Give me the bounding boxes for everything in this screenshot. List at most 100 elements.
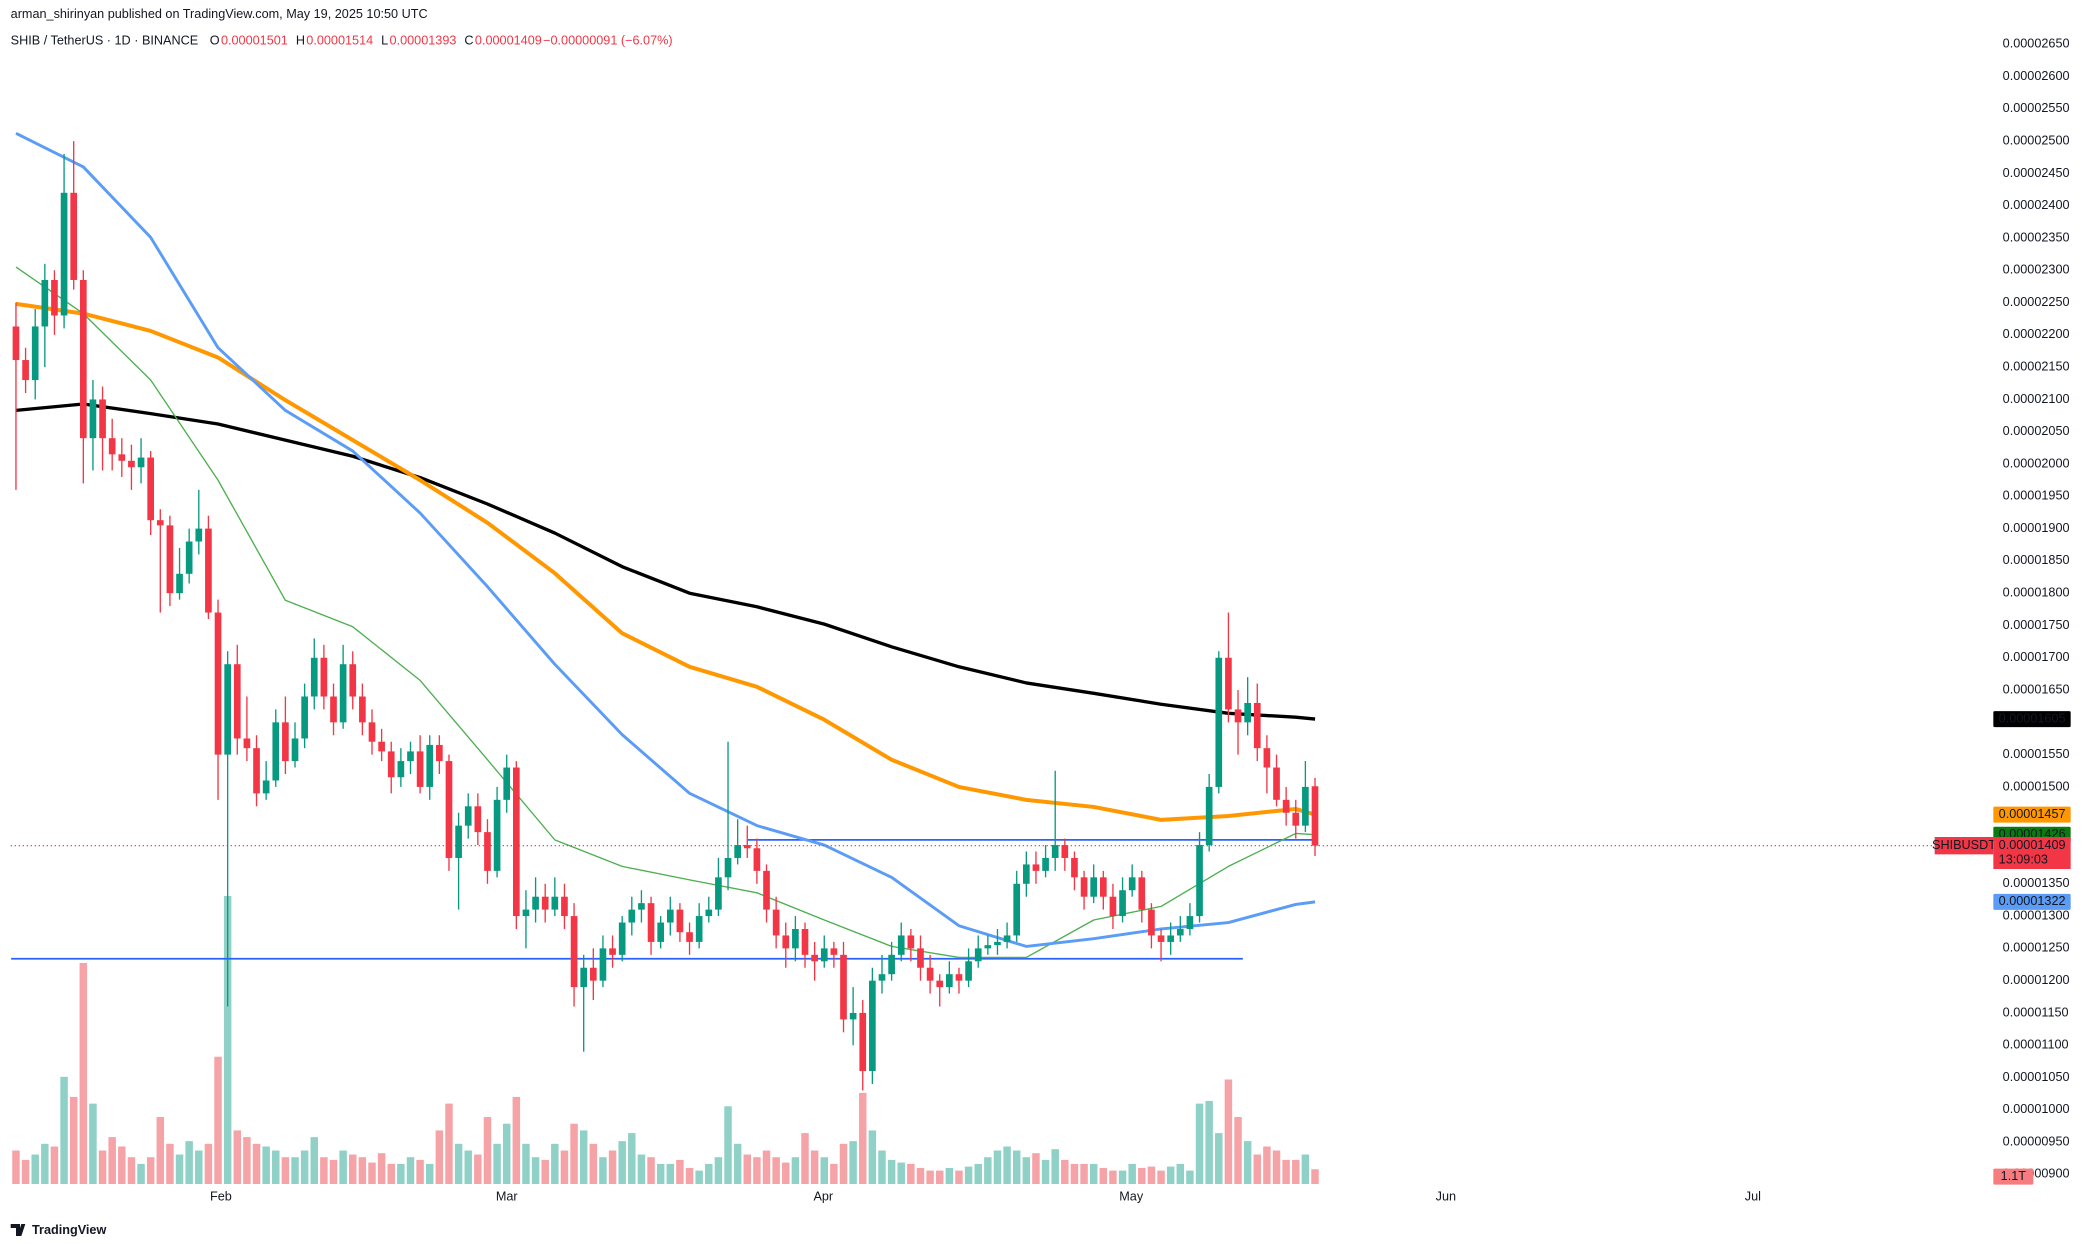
y-tick-label: 0.00001050 (2003, 1070, 2070, 1084)
candle-body (907, 935, 915, 949)
volume-bar (300, 1150, 309, 1184)
candle-body (609, 948, 616, 955)
volume-bar (204, 1143, 213, 1184)
candle-body (387, 751, 395, 778)
y-tick-label: 0.00001900 (2003, 521, 2070, 535)
candle-body (1282, 799, 1290, 813)
volume-bar (974, 1163, 982, 1184)
volume-label-box (1993, 1168, 2034, 1185)
logo-icon (10, 1224, 26, 1236)
candle-body (1138, 877, 1146, 910)
volume-bar (801, 1133, 809, 1184)
volume-bar (50, 1146, 59, 1184)
candle-body (368, 722, 376, 742)
candle-body (743, 845, 751, 849)
candle-body (1292, 812, 1300, 826)
candle-body (849, 1012, 857, 1020)
candle-body (503, 767, 511, 800)
volume-bar (1080, 1163, 1088, 1184)
volume-bar (60, 1076, 68, 1184)
candle-body (291, 738, 299, 762)
candle-body (792, 928, 799, 949)
candle-body (1128, 877, 1136, 891)
candle-body (397, 761, 405, 778)
candle-body (1205, 786, 1213, 846)
volume-bar (810, 1150, 819, 1184)
volume-bar (1186, 1170, 1194, 1184)
candle-body (1119, 890, 1126, 917)
price-label-box (1993, 893, 2071, 910)
y-tick-label: 0.00002600 (2003, 69, 2070, 83)
candle-body (1061, 845, 1069, 858)
legend-label: L (381, 34, 388, 48)
candle-body (657, 922, 665, 942)
candle-body (1196, 845, 1203, 917)
volume-bar (935, 1170, 944, 1184)
volume-bar (637, 1154, 646, 1184)
y-tick-label: 0.00001350 (2003, 876, 2070, 890)
legend-value: 0.00001514 (306, 34, 373, 48)
volume-bar (137, 1163, 145, 1184)
candle-body (1273, 767, 1280, 800)
candle-body (618, 922, 626, 955)
volume-bar (98, 1150, 107, 1184)
volume-bar (849, 1141, 857, 1184)
candle-body (599, 948, 607, 981)
candle-body (426, 744, 434, 787)
candle-body (551, 896, 559, 910)
candle-body (859, 1012, 867, 1072)
candle-body (628, 909, 636, 923)
moving-average (15, 301, 1316, 822)
candle-body (176, 573, 183, 594)
candle-body (1186, 916, 1194, 929)
volume-bar (281, 1157, 290, 1184)
candle-body (1032, 864, 1040, 871)
volume-bar (252, 1143, 261, 1184)
price-label: 0.00001457 (1999, 807, 2066, 821)
volume-bar (1311, 1169, 1319, 1184)
volume-bar (1301, 1154, 1310, 1184)
candle-body (878, 974, 886, 981)
candle-body (349, 664, 357, 697)
candle-body (647, 903, 655, 942)
price-label-box (1993, 806, 2071, 823)
candle-body (51, 279, 58, 316)
candle-body (1253, 702, 1261, 749)
volume-bar (1089, 1163, 1098, 1184)
volume-bar (839, 1143, 848, 1184)
x-tick-label: Feb (210, 1190, 232, 1204)
volume-bar (1253, 1154, 1262, 1184)
volume-bar (551, 1143, 559, 1184)
volume-bar (320, 1157, 328, 1184)
volume-bar (223, 896, 232, 1184)
volume-bar (21, 1159, 30, 1184)
symbol-tag-box (1934, 837, 1994, 855)
indicator-lines (10, 132, 1987, 960)
candle-body (570, 916, 578, 988)
candle-body (1157, 935, 1165, 942)
candle-body (272, 722, 280, 781)
volume-bar (685, 1167, 694, 1184)
ohlc-legend: SHIB / TetherUS · 1D · BINANCE O0.000015… (11, 34, 673, 48)
volume-bar (1118, 1170, 1127, 1184)
candle-body (772, 909, 780, 936)
legend-value: −0.00000091 (−6.07%) (543, 34, 672, 48)
symbol: SHIB / TetherUS · 1D · BINANCE (11, 34, 199, 48)
candle-body (339, 664, 347, 723)
volume-bar (830, 1163, 838, 1184)
candle-body (330, 696, 337, 723)
volume-bar (349, 1154, 357, 1184)
candle-body (243, 738, 251, 749)
volume-bar (599, 1157, 607, 1184)
volume-bar (195, 1150, 203, 1184)
volume-bar (31, 1154, 39, 1184)
candle-body (541, 896, 549, 910)
price-label: 0.00001322 (1999, 894, 2066, 908)
candle-body (1071, 857, 1078, 878)
candle-body (262, 780, 270, 794)
legend-label: H (296, 34, 305, 48)
candle-body (195, 528, 203, 542)
y-tick-label: 0.00002200 (2003, 327, 2070, 341)
volume-bar (243, 1137, 251, 1184)
